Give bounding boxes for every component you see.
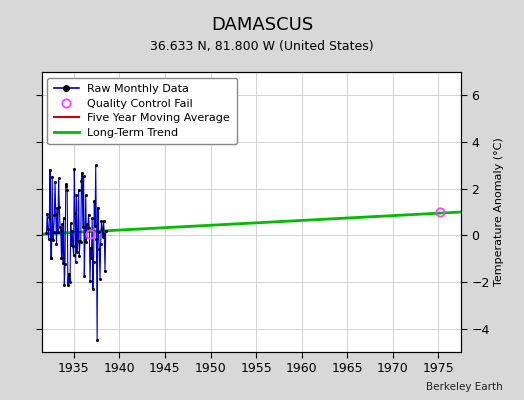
Point (92, 162, 100, 168)
Point (77, 239, 85, 246)
Point (59, 215, 68, 221)
Point (95, 246, 103, 252)
Point (100, 218, 108, 224)
Point (75, 253, 83, 260)
Point (73, 249, 81, 256)
Point (48, 174, 57, 180)
Point (47, 255, 55, 261)
Point (45, 214, 53, 220)
Point (76, 237, 84, 244)
Point (97, 218, 106, 224)
Point (58, 221, 67, 228)
Point (93, 337, 101, 344)
Point (63, 187, 71, 194)
Point (94, 204, 102, 211)
Point (70, 166, 79, 172)
Point (42, 230, 51, 236)
Point (91, 223, 99, 230)
Point (96, 241, 105, 248)
Point (57, 254, 66, 261)
Point (92, 235, 101, 242)
Point (64, 281, 72, 288)
Point (69, 252, 78, 258)
Point (65, 271, 73, 277)
Point (43, 210, 51, 217)
Point (86, 278, 94, 284)
Point (64, 272, 73, 278)
Point (87, 255, 95, 262)
Point (69, 243, 77, 249)
Point (80, 173, 88, 180)
Point (99, 234, 107, 240)
Point (52, 240, 61, 247)
Point (54, 175, 63, 182)
Point (90, 258, 98, 265)
Point (67, 242, 75, 249)
Point (82, 239, 91, 245)
Point (47, 255, 56, 261)
Point (79, 224, 87, 230)
Point (94, 229, 103, 236)
Text: 36.633 N, 81.800 W (United States): 36.633 N, 81.800 W (United States) (150, 40, 374, 53)
Legend: Raw Monthly Data, Quality Control Fail, Five Year Moving Average, Long-Term Tren: Raw Monthly Data, Quality Control Fail, … (48, 78, 237, 144)
Point (68, 228, 77, 234)
Point (51, 210, 60, 217)
Point (62, 180, 71, 187)
Point (61, 261, 69, 267)
Text: Berkeley Earth: Berkeley Earth (427, 382, 503, 392)
Point (51, 178, 59, 185)
Point (61, 182, 70, 189)
Point (71, 210, 79, 216)
Point (81, 237, 89, 243)
Point (80, 272, 89, 279)
Point (89, 286, 97, 292)
Point (55, 203, 63, 210)
Point (78, 170, 86, 177)
Point (56, 224, 64, 230)
Point (45, 236, 53, 243)
Point (46, 167, 54, 173)
Point (88, 215, 96, 222)
Point (74, 186, 83, 193)
Point (86, 244, 95, 251)
Point (84, 212, 93, 218)
Point (74, 237, 82, 244)
Point (53, 205, 61, 212)
Point (102, 228, 110, 234)
Point (57, 227, 65, 234)
Point (43, 226, 52, 232)
Point (85, 225, 93, 231)
Point (49, 228, 58, 235)
Y-axis label: Temperature Anomaly (°C): Temperature Anomaly (°C) (494, 138, 504, 286)
Point (50, 212, 59, 218)
Point (59, 260, 67, 266)
Point (84, 225, 92, 232)
Point (77, 178, 85, 184)
Point (72, 192, 81, 198)
Point (60, 282, 69, 288)
Point (90, 198, 99, 204)
Text: DAMASCUS: DAMASCUS (211, 16, 313, 34)
Point (67, 220, 75, 227)
Point (98, 226, 106, 232)
Point (82, 192, 90, 199)
Point (66, 278, 74, 285)
Point (72, 259, 80, 265)
Point (83, 221, 91, 228)
Point (100, 231, 108, 238)
Point (96, 276, 104, 282)
Point (101, 268, 109, 274)
Point (53, 228, 62, 235)
Point (49, 237, 57, 243)
